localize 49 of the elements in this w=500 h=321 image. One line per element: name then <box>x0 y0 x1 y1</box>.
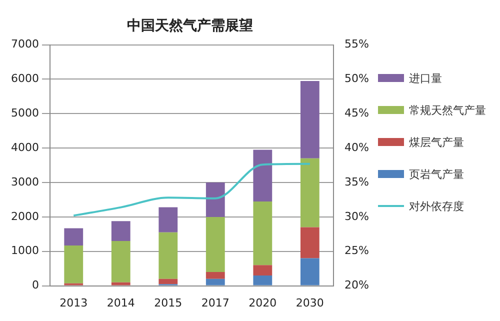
y-tick-label: 6000 <box>10 72 39 86</box>
legend-label: 进口量 <box>409 70 442 86</box>
bar <box>206 216 225 272</box>
bar <box>253 275 272 286</box>
bar <box>300 158 320 228</box>
bar <box>111 221 130 242</box>
bar <box>253 265 272 276</box>
y2-tick-label: 40% <box>344 140 370 154</box>
y2-tick-label: 50% <box>344 72 370 86</box>
y-tick-label: 5000 <box>10 106 39 120</box>
bar <box>64 246 84 284</box>
bar <box>206 278 225 286</box>
bar <box>158 207 178 232</box>
bar <box>300 227 320 258</box>
bar <box>253 201 272 266</box>
legend-label: 页岩气产量 <box>409 166 464 182</box>
bar <box>253 150 272 202</box>
legend-label: 对外依存度 <box>409 198 464 214</box>
x-tick-label: 2020 <box>248 296 277 310</box>
y2-tick-label: 55% <box>344 38 370 51</box>
x-tick-label: 2017 <box>201 296 230 310</box>
bar <box>206 182 225 217</box>
bar <box>158 232 178 279</box>
y2-tick-label: 30% <box>344 210 370 223</box>
y-tick-label: 1000 <box>10 244 39 258</box>
bar <box>300 80 320 158</box>
y-tick-label: 4000 <box>10 140 39 154</box>
y-tick-label: 2000 <box>10 210 39 223</box>
y-tick-label: 7000 <box>10 38 39 51</box>
legend-label: 煤层气产量 <box>409 134 464 150</box>
y-tick-label: 3000 <box>10 175 39 188</box>
y2-tick-label: 35% <box>344 175 370 188</box>
bar <box>111 282 130 286</box>
x-tick-label: 2014 <box>106 296 135 310</box>
line-series <box>72 162 311 217</box>
bar <box>64 228 84 246</box>
x-tick-label: 2015 <box>154 296 182 310</box>
x-tick-label: 2030 <box>296 296 324 310</box>
y-tick-label: 0 <box>32 278 39 292</box>
x-tick-label: 2013 <box>60 296 88 310</box>
y2-tick-label: 20% <box>344 278 370 292</box>
bar <box>111 241 130 282</box>
chart-title: 中国天然气产需展望 <box>127 17 253 34</box>
bar <box>158 278 178 284</box>
y2-tick-label: 25% <box>344 244 370 258</box>
bar <box>206 272 225 279</box>
y2-tick-label: 45% <box>344 106 370 120</box>
legend-label: 常规天然气产量 <box>409 102 486 118</box>
bar <box>300 258 320 286</box>
